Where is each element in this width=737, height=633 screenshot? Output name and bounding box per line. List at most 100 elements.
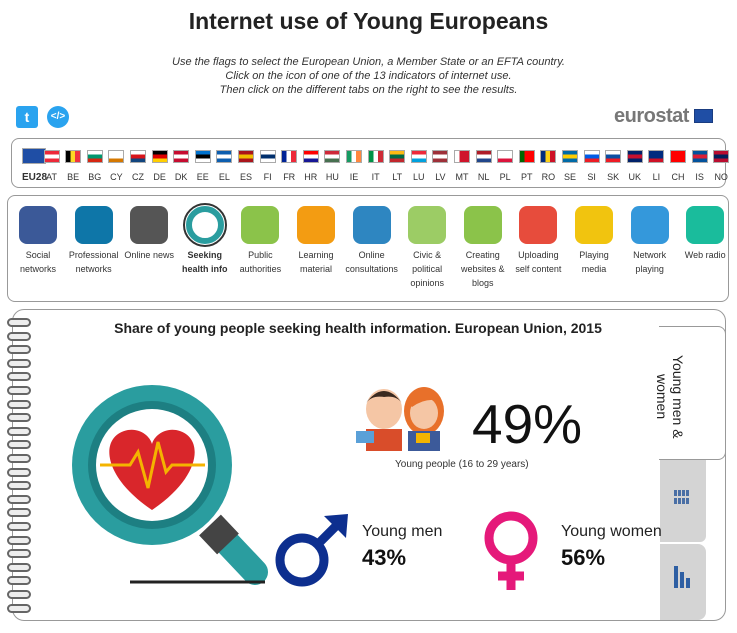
indicator-news[interactable]: Online news bbox=[121, 206, 177, 262]
radio-icon bbox=[686, 206, 725, 244]
result-title: Share of young people seeking health inf… bbox=[114, 320, 602, 336]
flag-code-eu28[interactable]: EU28 bbox=[22, 172, 48, 183]
flag-el-icon[interactable] bbox=[216, 150, 233, 163]
flag-code-sk[interactable]: SK bbox=[607, 172, 620, 182]
flag-code-li[interactable]: LI bbox=[652, 172, 661, 182]
indicator-civic[interactable]: Civic & political opinions bbox=[399, 206, 455, 290]
flag-si-icon[interactable] bbox=[583, 150, 600, 163]
indicator-authorities[interactable]: Public authorities bbox=[232, 206, 288, 276]
tab-bar-chart[interactable] bbox=[660, 544, 706, 620]
flag-code-si[interactable]: SI bbox=[587, 172, 596, 182]
flag-ch-icon[interactable] bbox=[670, 150, 686, 163]
flag-code-hr[interactable]: HR bbox=[304, 172, 318, 182]
magnifier-heart-icon bbox=[182, 203, 227, 247]
flag-be-icon[interactable] bbox=[65, 150, 82, 163]
flag-nl-icon[interactable] bbox=[475, 150, 492, 163]
spiral-ring bbox=[7, 576, 31, 586]
flag-code-uk[interactable]: UK bbox=[628, 172, 642, 182]
flag-code-lt[interactable]: LT bbox=[392, 172, 403, 182]
tab-age-groups[interactable] bbox=[660, 460, 706, 542]
flag-code-is[interactable]: IS bbox=[695, 172, 704, 182]
spiral-ring bbox=[7, 535, 31, 545]
flag-fi-icon[interactable] bbox=[259, 150, 276, 163]
flag-code-dk[interactable]: DK bbox=[174, 172, 188, 182]
flag-hr-icon[interactable] bbox=[302, 150, 319, 163]
flag-code-lv[interactable]: LV bbox=[435, 172, 446, 182]
flag-code-mt[interactable]: MT bbox=[455, 172, 469, 182]
flag-pt-icon[interactable] bbox=[518, 150, 535, 163]
flag-is-icon[interactable] bbox=[691, 150, 708, 163]
flag-se-icon[interactable] bbox=[562, 150, 578, 163]
flag-ro-icon[interactable] bbox=[540, 150, 557, 163]
flag-cy-icon[interactable] bbox=[108, 150, 125, 163]
indicator-professional[interactable]: Professional networks bbox=[66, 206, 122, 276]
flag-code-ro[interactable]: RO bbox=[541, 172, 556, 182]
eu-flag-icon bbox=[694, 109, 713, 123]
women-value: 56% bbox=[561, 545, 606, 570]
flag-pl-icon[interactable] bbox=[497, 150, 514, 163]
flag-ee-icon[interactable] bbox=[194, 150, 211, 163]
indicator-media[interactable]: Playing media bbox=[566, 206, 622, 276]
flag-code-be[interactable]: BE bbox=[67, 172, 80, 182]
flag-bg-icon[interactable] bbox=[86, 150, 103, 163]
flag-code-fr[interactable]: FR bbox=[283, 172, 296, 182]
flag-lu-icon[interactable] bbox=[410, 150, 427, 163]
indicator-consultations[interactable]: Online consultations bbox=[344, 206, 400, 276]
instruction-line-2: Click on the icon of one of the 13 indic… bbox=[225, 70, 512, 82]
spiral-ring bbox=[7, 549, 31, 559]
flag-lt-icon[interactable] bbox=[389, 150, 406, 163]
indicator-uploading[interactable]: Uploading self content bbox=[510, 206, 566, 276]
flag-code-at[interactable]: AT bbox=[46, 172, 58, 182]
flag-hu-icon[interactable] bbox=[324, 150, 341, 163]
indicator-radio[interactable]: Web radio bbox=[677, 206, 733, 262]
flag-code-pt[interactable]: PT bbox=[521, 172, 533, 182]
flag-code-it[interactable]: IT bbox=[371, 172, 380, 182]
indicator-learning[interactable]: Learning material bbox=[288, 206, 344, 276]
indicator-label: Learning material bbox=[298, 250, 334, 274]
indicator-network_playing[interactable]: Network playing bbox=[622, 206, 678, 276]
flag-code-no[interactable]: NO bbox=[714, 172, 728, 182]
indicator-websites[interactable]: Creating websites & blogs bbox=[455, 206, 511, 290]
flag-uk-icon[interactable] bbox=[626, 150, 643, 163]
flag-sk-icon[interactable] bbox=[605, 150, 622, 163]
flag-mt-icon[interactable] bbox=[454, 150, 470, 163]
flag-es-icon[interactable] bbox=[238, 150, 254, 163]
flag-code-hu[interactable]: HU bbox=[325, 172, 339, 182]
women-label: Young women bbox=[561, 523, 662, 540]
tab-young-men-women-label: Young men & women bbox=[654, 355, 686, 439]
flag-code-ie[interactable]: IE bbox=[349, 172, 359, 182]
embed-code-icon[interactable]: </> bbox=[47, 106, 69, 128]
flag-code-cz[interactable]: CZ bbox=[132, 172, 144, 182]
instruction-line-3: Then click on the different tabs on the … bbox=[219, 84, 518, 96]
flag-ie-icon[interactable] bbox=[346, 150, 362, 163]
flag-code-ee[interactable]: EE bbox=[196, 172, 209, 182]
flag-eu28-icon[interactable] bbox=[22, 148, 46, 164]
flag-code-bg[interactable]: BG bbox=[88, 172, 102, 182]
flag-code-de[interactable]: DE bbox=[153, 172, 166, 182]
spiral-ring bbox=[7, 440, 31, 450]
flag-code-es[interactable]: ES bbox=[239, 172, 252, 182]
flag-lv-icon[interactable] bbox=[432, 150, 449, 163]
indicator-health[interactable]: Seeking health info bbox=[177, 203, 233, 276]
flag-fr-icon[interactable] bbox=[281, 150, 298, 163]
spiral-ring bbox=[7, 386, 31, 395]
flag-code-el[interactable]: EL bbox=[218, 172, 230, 182]
twitter-icon[interactable]: t bbox=[16, 106, 38, 128]
flag-at-icon[interactable] bbox=[43, 150, 60, 163]
flag-code-se[interactable]: SE bbox=[563, 172, 576, 182]
total-label: Young people (16 to 29 years) bbox=[395, 459, 529, 470]
flag-cz-icon[interactable] bbox=[130, 150, 146, 163]
flag-code-pl[interactable]: PL bbox=[499, 172, 511, 182]
flag-code-lu[interactable]: LU bbox=[413, 172, 425, 182]
indicator-social[interactable]: Social networks bbox=[10, 206, 66, 276]
flag-code-ch[interactable]: CH bbox=[671, 172, 685, 182]
flag-code-nl[interactable]: NL bbox=[477, 172, 490, 182]
flag-code-fi[interactable]: FI bbox=[263, 172, 272, 182]
flag-li-icon[interactable] bbox=[648, 150, 665, 163]
flag-dk-icon[interactable] bbox=[173, 150, 190, 163]
flag-it-icon[interactable] bbox=[367, 150, 384, 163]
tab-young-men-women[interactable] bbox=[659, 326, 726, 460]
flag-code-cy[interactable]: CY bbox=[110, 172, 123, 182]
flag-de-icon[interactable] bbox=[151, 150, 168, 163]
flag-no-icon[interactable] bbox=[713, 150, 730, 163]
